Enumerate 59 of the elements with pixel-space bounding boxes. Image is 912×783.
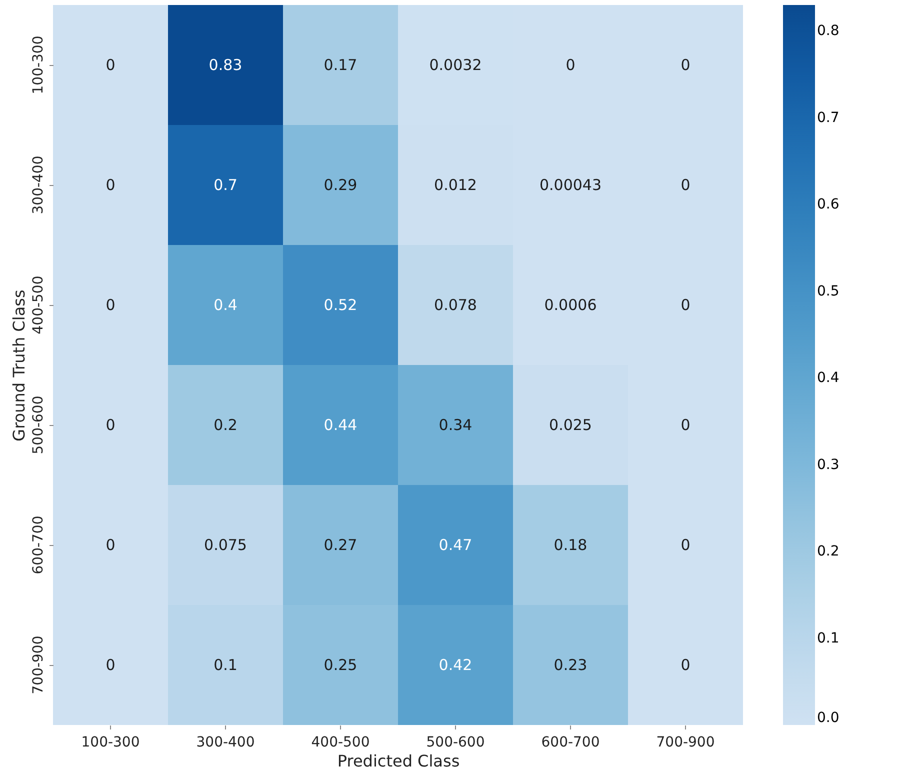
data-label: 0	[106, 536, 116, 554]
data-label: 0.025	[549, 416, 592, 434]
data-label: 0.0006	[544, 296, 597, 314]
x-tick-label: 100-300	[81, 734, 140, 750]
data-label: 0.83	[208, 56, 242, 74]
y-tick-label: 400-500	[30, 276, 46, 334]
x-tick-label: 500-600	[426, 734, 485, 750]
data-label: 0.00043	[539, 176, 602, 194]
data-label: 0.17	[324, 56, 358, 74]
data-label: 0	[106, 416, 116, 434]
color-bar-label: 0.5	[817, 283, 840, 300]
data-label: 0.078	[434, 296, 477, 314]
data-label: 0	[680, 416, 690, 434]
data-label: 0.52	[324, 296, 358, 314]
color-bar-label: 0.8	[817, 23, 840, 40]
data-label: 0	[680, 656, 690, 674]
data-label: 0	[680, 56, 690, 74]
x-axis-title: Predicted Class	[337, 752, 460, 770]
data-label: 0.0032	[429, 56, 482, 74]
data-label: 0.4	[214, 296, 238, 314]
color-bar-label: 0.2	[817, 544, 840, 560]
y-axis-title: Ground Truth Class	[10, 290, 28, 442]
color-bar-label: 0.3	[817, 456, 840, 473]
data-label: 0.27	[324, 536, 358, 554]
y-tick-label: 500-600	[30, 396, 46, 454]
data-label: 0.25	[324, 656, 358, 674]
color-bar-label: 0.4	[817, 370, 840, 386]
data-label: 0.23	[554, 656, 588, 674]
data-label: 0	[680, 176, 690, 194]
data-label: 0	[680, 296, 690, 314]
data-label: 0.1	[214, 656, 238, 674]
x-tick-label: 400-500	[311, 734, 370, 750]
x-tick-label: 700-900	[656, 734, 715, 750]
data-label: 0	[680, 536, 690, 554]
color-bar-label: 0.0	[817, 710, 840, 726]
data-label: 0.29	[324, 176, 358, 194]
color-bar-label: 0.6	[817, 196, 840, 213]
data-label: 0.075	[204, 536, 247, 554]
color-bar-label: 0.7	[817, 110, 840, 126]
data-label: 0	[106, 56, 116, 74]
data-label: 0.7	[214, 176, 238, 194]
y-tick-label: 100-300	[30, 36, 46, 94]
x-tick-label: 600-700	[541, 734, 600, 750]
data-label: 0	[106, 296, 116, 314]
y-tick-label: 300-400	[30, 156, 46, 214]
data-label: 0.42	[438, 656, 472, 674]
data-label: 0	[106, 656, 116, 674]
x-tick-label: 300-400	[196, 734, 255, 750]
data-label: 0.18	[554, 536, 588, 554]
data-label: 0.44	[324, 416, 358, 434]
color-bar-label: 0.1	[817, 630, 840, 646]
data-label: 0.47	[438, 536, 472, 554]
data-label: 0.2	[214, 416, 238, 434]
data-label: 0	[106, 176, 116, 194]
data-label: 0.34	[438, 416, 472, 434]
y-tick-label: 700-900	[30, 636, 46, 694]
data-label: 0.012	[434, 176, 477, 194]
data-label: 0	[566, 56, 576, 74]
y-tick-label: 600-700	[30, 516, 46, 574]
